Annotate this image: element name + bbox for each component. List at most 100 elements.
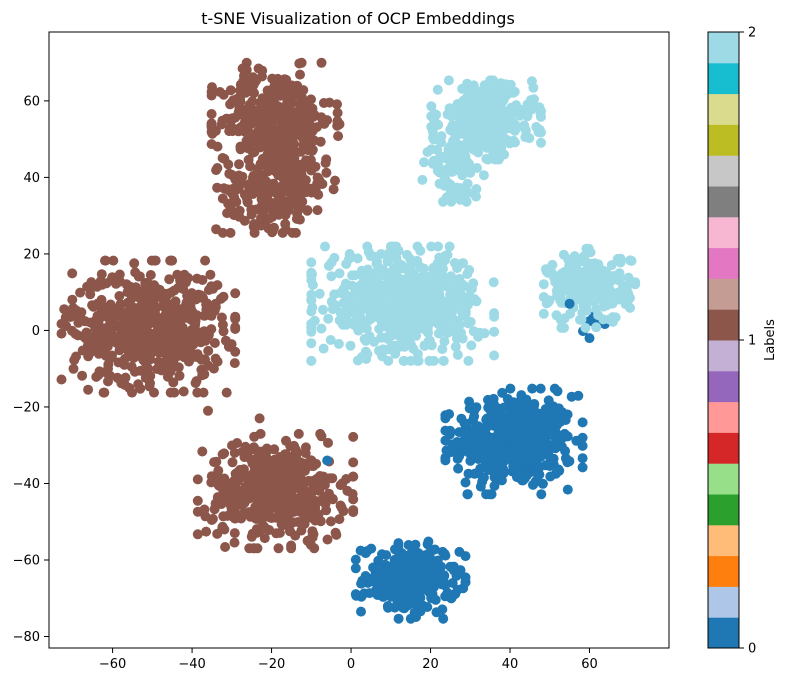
- data-point-label-1: [259, 533, 270, 544]
- data-point-label-1: [269, 97, 280, 108]
- data-point-label-2: [550, 277, 561, 287]
- data-point-label-1: [130, 331, 141, 342]
- data-point-label-2: [480, 107, 491, 117]
- data-point-label-0: [543, 395, 554, 406]
- data-point-label-0: [527, 383, 538, 394]
- data-point-label-1: [323, 437, 333, 448]
- data-point-label-1: [230, 322, 241, 333]
- data-point-label-1: [94, 366, 105, 377]
- data-point-label-1: [128, 312, 139, 323]
- data-point-label-1: [239, 215, 250, 226]
- data-point-label-1: [175, 345, 186, 356]
- data-point-label-1: [293, 481, 304, 492]
- colorbar-segment: [708, 586, 739, 618]
- data-point-label-1: [128, 352, 139, 363]
- data-point-label-2: [436, 137, 447, 148]
- data-point-label-0: [372, 590, 383, 600]
- data-point-label-2: [445, 145, 456, 156]
- data-point-label-1: [169, 387, 180, 398]
- data-point-label-0: [437, 546, 448, 557]
- y-tick-label: −60: [13, 554, 40, 569]
- data-point-label-1: [332, 99, 342, 110]
- data-point-label-1: [313, 509, 324, 520]
- data-point-label-2: [575, 314, 585, 325]
- data-point-label-2: [316, 323, 327, 334]
- data-point-label-1: [199, 504, 210, 515]
- data-point-label-2: [538, 292, 549, 303]
- data-point-label-2: [415, 245, 426, 256]
- data-point-label-1: [207, 128, 218, 139]
- colorbar-segment: [708, 340, 739, 372]
- data-point-label-2: [471, 191, 481, 202]
- data-point-label-1: [296, 170, 307, 181]
- data-point-label-1: [316, 431, 327, 442]
- data-point-label-2: [456, 327, 466, 338]
- data-point-label-2: [432, 144, 443, 155]
- data-point-label-0: [548, 459, 559, 470]
- data-point-label-1: [258, 463, 269, 474]
- data-point-label-2: [360, 299, 371, 309]
- data-point-label-1: [282, 478, 293, 489]
- data-point-label-2: [306, 306, 317, 317]
- data-point-label-2: [408, 343, 419, 354]
- data-point-label-2: [419, 340, 430, 351]
- data-point-label-0: [447, 591, 458, 602]
- data-point-label-2: [334, 268, 345, 279]
- data-point-label-2: [483, 87, 493, 98]
- data-point-label-1: [306, 94, 316, 105]
- data-point-label-0: [494, 443, 505, 454]
- data-point-label-0: [423, 536, 434, 547]
- data-point-label-2: [520, 125, 531, 136]
- data-point-label-1: [322, 115, 333, 126]
- data-point-label-2: [318, 304, 328, 315]
- data-point-label-2: [386, 292, 396, 303]
- data-point-label-2: [358, 271, 368, 282]
- data-point-label-1: [299, 518, 310, 529]
- data-point-label-1: [75, 287, 86, 298]
- colorbar-segment: [708, 93, 739, 125]
- data-point-label-1: [307, 103, 318, 114]
- data-point-label-2: [390, 348, 401, 359]
- data-point-label-2: [615, 257, 626, 268]
- data-point-label-1: [77, 345, 88, 356]
- data-point-label-1: [127, 282, 138, 293]
- data-point-label-1: [266, 480, 276, 491]
- data-point-label-0: [396, 571, 406, 582]
- data-point-label-0: [424, 587, 435, 598]
- data-point-label-2: [571, 264, 582, 275]
- data-point-label-1: [348, 471, 359, 482]
- data-point-label-2: [307, 269, 317, 280]
- data-point-label-1: [149, 387, 159, 398]
- data-point-label-2: [510, 137, 520, 148]
- data-point-label-1: [67, 268, 78, 279]
- data-point-label-0: [447, 441, 458, 452]
- data-point-label-1: [288, 459, 299, 470]
- data-point-label-1: [307, 125, 318, 136]
- data-point-label-1: [219, 448, 230, 459]
- data-point-label-1: [107, 273, 118, 284]
- data-point-label-2: [429, 291, 440, 302]
- data-point-label-2: [398, 355, 409, 366]
- data-point-label-2: [438, 355, 449, 366]
- data-point-label-2: [432, 165, 443, 176]
- data-point-label-2: [437, 344, 448, 355]
- data-point-label-2: [538, 279, 549, 290]
- data-point-label-0: [413, 601, 424, 612]
- data-point-label-2: [575, 256, 586, 267]
- data-point-label-1: [56, 328, 67, 339]
- data-point-label-2: [444, 241, 455, 252]
- data-point-label-2: [499, 135, 510, 146]
- data-point-label-0: [356, 578, 367, 589]
- data-point-label-2: [345, 340, 356, 351]
- data-point-label-1: [348, 431, 359, 442]
- data-point-label-2: [625, 293, 635, 303]
- data-point-label-2: [490, 133, 501, 144]
- data-point-label-0: [478, 473, 489, 484]
- data-point-label-2: [526, 76, 537, 87]
- data-point-label-1: [149, 290, 160, 301]
- data-point-label-0: [552, 386, 563, 397]
- data-point-label-1: [181, 335, 192, 346]
- data-point-label-1: [230, 468, 241, 479]
- data-point-label-1: [225, 123, 236, 134]
- data-point-label-1: [230, 482, 241, 493]
